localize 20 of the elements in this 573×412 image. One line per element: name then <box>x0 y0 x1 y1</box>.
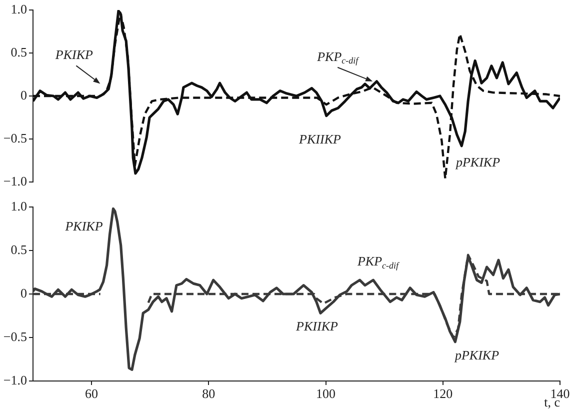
annotation: pPKIKP <box>454 154 500 170</box>
annotation: PKIIKP <box>295 318 338 334</box>
x-tick-label: 60 <box>85 386 98 402</box>
y-tick-label: 0.5 <box>10 44 27 60</box>
annotation: PKIKP <box>64 218 103 234</box>
y-tick-label: 0 <box>20 87 27 102</box>
y-tick-label: 1.0 <box>10 198 27 214</box>
x-tick-label: 120 <box>433 386 453 402</box>
annotation: PKIIKP <box>298 131 341 146</box>
y-tick-label: −0.5 <box>3 130 27 146</box>
x-tick-label: 80 <box>202 386 216 402</box>
x-tick-label: 100 <box>316 386 336 402</box>
y-tick-label: 1.0 <box>10 1 27 16</box>
y-tick-label: −0.5 <box>3 328 27 344</box>
y-tick-label: −1.0 <box>3 372 27 388</box>
annotation: PKIKP <box>54 47 94 62</box>
annotation: pPKIKP <box>454 347 500 362</box>
y-tick-label: −1.0 <box>3 173 27 188</box>
y-tick-label: 0.5 <box>10 242 27 257</box>
y-tick-label: 0 <box>20 285 27 300</box>
